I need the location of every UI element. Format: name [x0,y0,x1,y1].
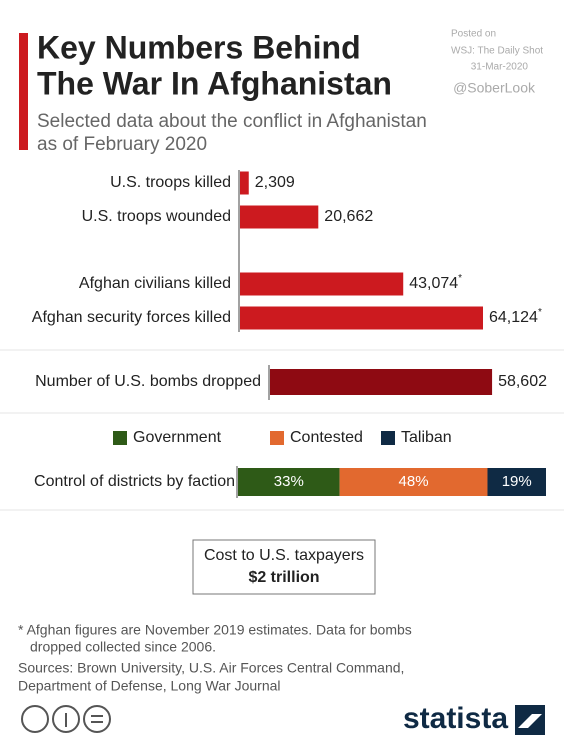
value-label: 20,662 [324,208,373,225]
legend-label: Taliban [401,429,452,446]
sources: Sources: Brown University, U.S. Air Forc… [18,660,404,676]
bar-segment [238,468,340,496]
category-label: Afghan security forces killed [32,309,231,326]
license-icons [21,705,111,733]
cost-box [192,539,376,595]
segment-label: 48% [399,473,429,490]
value-label: 43,074* [409,273,462,293]
brand-icon [518,714,542,728]
cost-value: $2 trillion [248,569,319,586]
value-label: 2,309 [255,174,295,191]
category-label: U.S. troops wounded [82,208,231,225]
footnote: dropped collected since 2006. [30,639,216,655]
title: The War In Afghanistan [37,65,392,101]
title-accent [19,33,28,150]
segment-label: 33% [274,473,304,490]
title: Key Numbers Behind [37,29,361,65]
bar-segment [339,468,488,496]
legend-swatch [113,431,127,445]
bar-segment [487,468,546,496]
legend-swatch [270,431,284,445]
segment-label: 19% [502,473,532,490]
subtitle: Selected data about the conflict in Afgh… [37,111,427,132]
posted-note: WSJ: The Daily Shot [451,46,543,57]
legend-label: Contested [290,429,363,446]
category-label: Number of U.S. bombs dropped [35,373,261,390]
legend-label: Government [133,429,222,446]
bar [240,205,319,229]
category-label: Afghan civilians killed [79,275,231,292]
value-label: 58,602 [498,373,547,390]
sources: Department of Defense, Long War Journal [18,678,281,694]
category-label: U.S. troops killed [110,174,231,191]
bar [240,272,404,296]
handle: @SoberLook [453,80,536,96]
legend-swatch [381,431,395,445]
posted-note: Posted on [451,29,496,40]
cost-label: Cost to U.S. taxpayers [204,547,364,564]
footnote: * Afghan figures are November 2019 estim… [18,622,412,638]
brand: statista [403,702,508,735]
bar [240,171,249,195]
category-label: Control of districts by faction [34,473,235,490]
subtitle: as of February 2020 [37,134,207,155]
bar [270,369,493,395]
bar [240,306,483,330]
posted-note: 31-Mar-2020 [471,62,529,73]
value-label: 64,124* [489,307,542,327]
